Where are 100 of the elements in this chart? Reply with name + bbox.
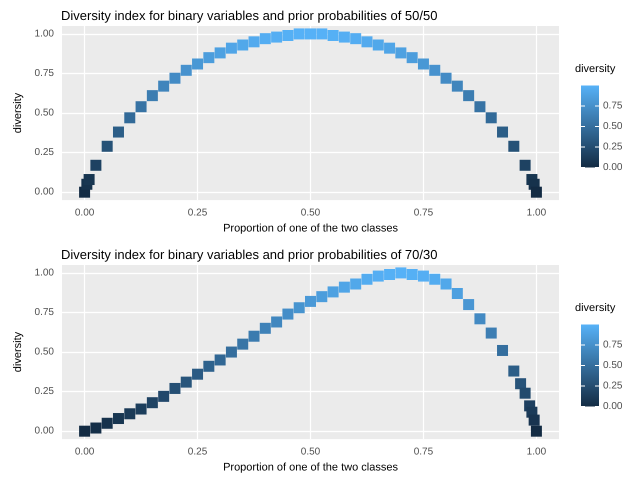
color-bar-label: 0.25	[603, 142, 623, 152]
y-tick-label: 1.00	[34, 28, 54, 40]
point	[294, 28, 305, 40]
point	[79, 426, 90, 437]
point	[497, 344, 508, 356]
point	[192, 58, 204, 70]
point	[237, 338, 248, 350]
point	[372, 39, 384, 50]
point	[282, 30, 294, 41]
point	[90, 160, 102, 171]
point	[226, 346, 237, 358]
x-axis-title: Proportion of one of the two classes	[223, 222, 398, 234]
point	[508, 140, 520, 152]
point	[124, 408, 136, 420]
point	[271, 316, 282, 328]
x-tick-label: 0.75	[414, 446, 434, 458]
color-bar-label: 0.50	[603, 360, 623, 371]
point	[530, 426, 542, 437]
point	[158, 390, 170, 402]
point	[192, 368, 204, 380]
y-axis-title: diversity	[12, 331, 24, 372]
color-bar-label: 0.25	[603, 380, 623, 392]
point	[350, 33, 362, 44]
chart-title: Diversity index for binary variables and prior probabilities of 50/50	[61, 8, 438, 23]
point	[260, 33, 271, 44]
point	[372, 270, 384, 282]
y-tick-label: 0.75	[34, 306, 54, 318]
point	[305, 296, 316, 307]
point	[294, 302, 305, 314]
x-tick-label: 0.00	[74, 208, 95, 219]
point	[395, 47, 406, 58]
point	[112, 126, 124, 138]
point	[361, 36, 372, 48]
point	[440, 278, 452, 290]
y-tick-label: 0.50	[34, 346, 54, 358]
point	[146, 90, 158, 102]
point	[463, 90, 474, 102]
y-tick-label: 0.00	[34, 426, 54, 437]
point	[508, 366, 520, 377]
point	[169, 382, 180, 394]
point	[486, 328, 497, 339]
point	[158, 80, 170, 92]
y-tick-label: 0.25	[34, 386, 54, 398]
color-bar-label: 0.00	[603, 162, 623, 173]
point	[528, 414, 540, 426]
point	[203, 52, 214, 64]
y-tick-label: 0.00	[34, 186, 54, 198]
y-tick-label: 0.25	[34, 147, 54, 158]
point	[520, 160, 531, 171]
point	[180, 64, 192, 76]
point	[112, 413, 124, 424]
point	[282, 308, 294, 320]
color-bar-label: 0.00	[603, 401, 623, 412]
point	[515, 378, 526, 390]
x-tick-label: 1.00	[526, 446, 547, 458]
point	[452, 80, 463, 92]
color-bar-title: diversity	[575, 63, 616, 75]
point	[203, 360, 214, 372]
point	[406, 52, 418, 64]
point	[136, 404, 147, 415]
x-tick-label: 0.25	[188, 446, 208, 458]
point	[406, 268, 418, 280]
y-tick-label: 0.75	[34, 68, 54, 79]
point	[328, 30, 339, 41]
point	[124, 112, 136, 124]
color-bar-label: 0.75	[603, 100, 623, 112]
point	[146, 397, 158, 408]
y-tick-label: 1.00	[34, 267, 54, 278]
point	[338, 282, 350, 293]
point	[395, 267, 406, 278]
color-bar-title: diversity	[575, 302, 616, 314]
chart-title: Diversity index for binary variables and prior probabilities of 70/30	[61, 247, 438, 262]
point	[226, 42, 237, 54]
y-tick-label: 0.50	[34, 108, 54, 119]
point	[102, 140, 113, 152]
point	[418, 270, 429, 282]
point	[271, 32, 282, 43]
point	[136, 101, 147, 112]
point	[530, 186, 542, 198]
color-bar-label: 0.75	[603, 340, 623, 350]
point	[497, 126, 508, 138]
x-axis-title: Proportion of one of the two classes	[223, 462, 398, 474]
point	[316, 28, 328, 40]
point	[328, 286, 339, 298]
point	[248, 330, 260, 342]
point	[305, 28, 316, 40]
x-tick-label: 0.75	[414, 208, 434, 219]
point	[486, 112, 497, 124]
point	[248, 36, 260, 48]
point	[440, 72, 452, 84]
point	[429, 64, 440, 76]
point	[429, 274, 440, 285]
point	[338, 32, 350, 43]
x-tick-label: 0.25	[188, 208, 208, 219]
point	[260, 322, 271, 334]
point	[214, 354, 226, 366]
point	[520, 388, 531, 399]
point	[350, 278, 362, 290]
point	[169, 72, 180, 84]
color-bar-label: 0.50	[603, 121, 623, 132]
